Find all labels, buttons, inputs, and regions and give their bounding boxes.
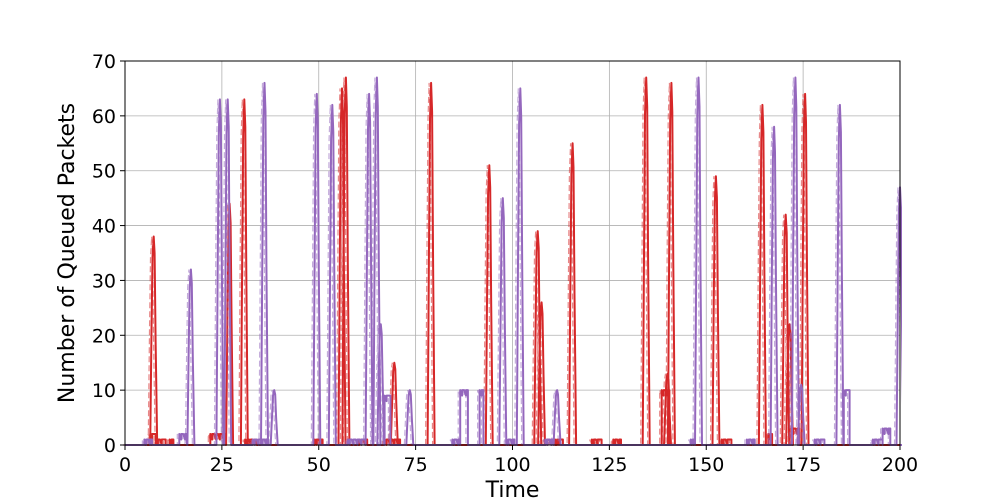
- x-tick-label: 25: [210, 454, 234, 476]
- y-axis-ticks: 0 10 20 30 40 50 60 70: [92, 51, 125, 457]
- y-axis-label: Number of Queued Packets: [55, 103, 80, 403]
- y-tick-label: 50: [92, 161, 116, 183]
- x-tick-label: 50: [307, 454, 331, 476]
- x-axis-ticks: 0 25 50 75 100 125 150 175 200: [119, 445, 918, 476]
- y-tick-label: 40: [92, 216, 116, 238]
- y-tick-label: 0: [104, 435, 116, 457]
- y-tick-label: 30: [92, 270, 116, 292]
- y-tick-label: 20: [92, 325, 116, 347]
- x-tick-label: 200: [882, 454, 918, 476]
- x-tick-label: 100: [494, 454, 530, 476]
- x-tick-label: 150: [688, 454, 724, 476]
- x-axis-label: Time: [485, 478, 540, 500]
- x-tick-label: 175: [785, 454, 821, 476]
- y-tick-label: 70: [92, 51, 116, 73]
- x-tick-label: 75: [404, 454, 428, 476]
- y-tick-label: 60: [92, 106, 116, 128]
- y-tick-label: 10: [92, 380, 116, 402]
- x-tick-label: 125: [591, 454, 627, 476]
- x-tick-label: 0: [119, 454, 131, 476]
- series-dashed-line-1: [123, 77, 898, 446]
